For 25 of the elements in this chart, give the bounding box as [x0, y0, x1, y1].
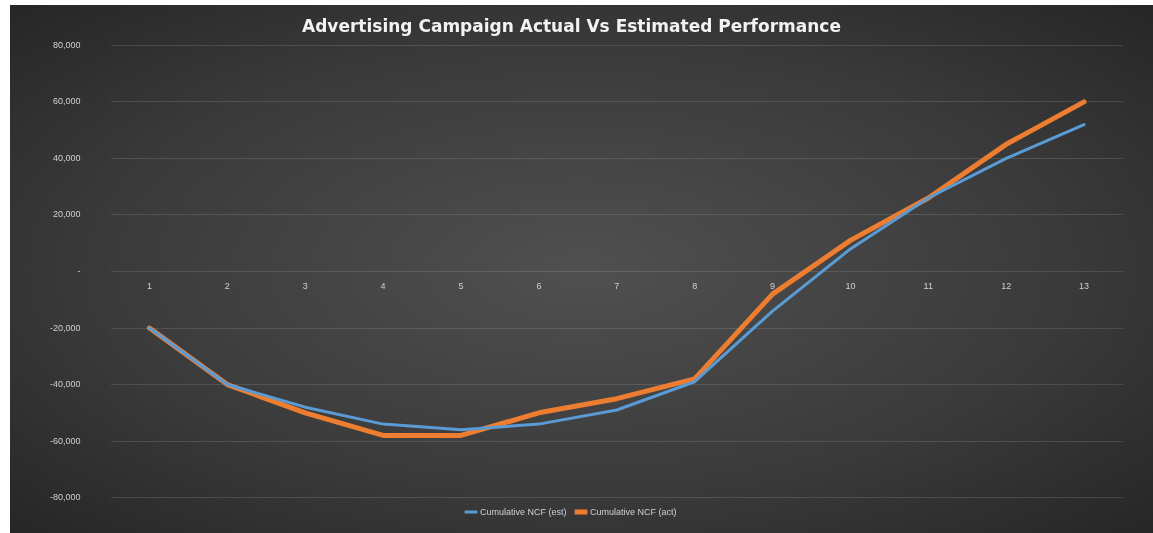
- x-tick-label: 1: [146, 281, 152, 292]
- y-tick-label: -60,000: [49, 435, 81, 446]
- y-tick-label: 20,000: [52, 209, 81, 220]
- x-tick-label: 12: [1001, 281, 1012, 292]
- y-tick-label: 40,000: [52, 152, 81, 163]
- x-tick-label: 11: [923, 281, 933, 292]
- x-tick-label: 9: [770, 281, 776, 292]
- y-tick-label: -20,000: [49, 322, 81, 333]
- y-tick-label: 80,000: [52, 39, 81, 50]
- x-tick-label: 8: [692, 281, 698, 292]
- y-tick-label: -: [77, 265, 81, 276]
- y-tick-label: -40,000: [49, 379, 81, 390]
- x-tick-label: 10: [845, 281, 856, 292]
- x-tick-label: 6: [536, 281, 542, 292]
- y-tick-label: -80,000: [49, 492, 81, 503]
- x-tick-label: 5: [458, 281, 464, 292]
- x-tick-label: 2: [224, 281, 230, 292]
- chart-title: Advertising Campaign Actual Vs Estimated Performance: [302, 15, 841, 36]
- x-tick-label: 7: [614, 281, 620, 292]
- legend-label: Cumulative NCF (est): [479, 506, 567, 517]
- x-tick-label: 13: [1079, 281, 1090, 292]
- x-tick-label: 3: [302, 281, 308, 292]
- y-tick-label: 60,000: [52, 96, 81, 107]
- legend-label: Cumulative NCF (act): [590, 506, 677, 517]
- x-tick-label: 4: [380, 281, 386, 292]
